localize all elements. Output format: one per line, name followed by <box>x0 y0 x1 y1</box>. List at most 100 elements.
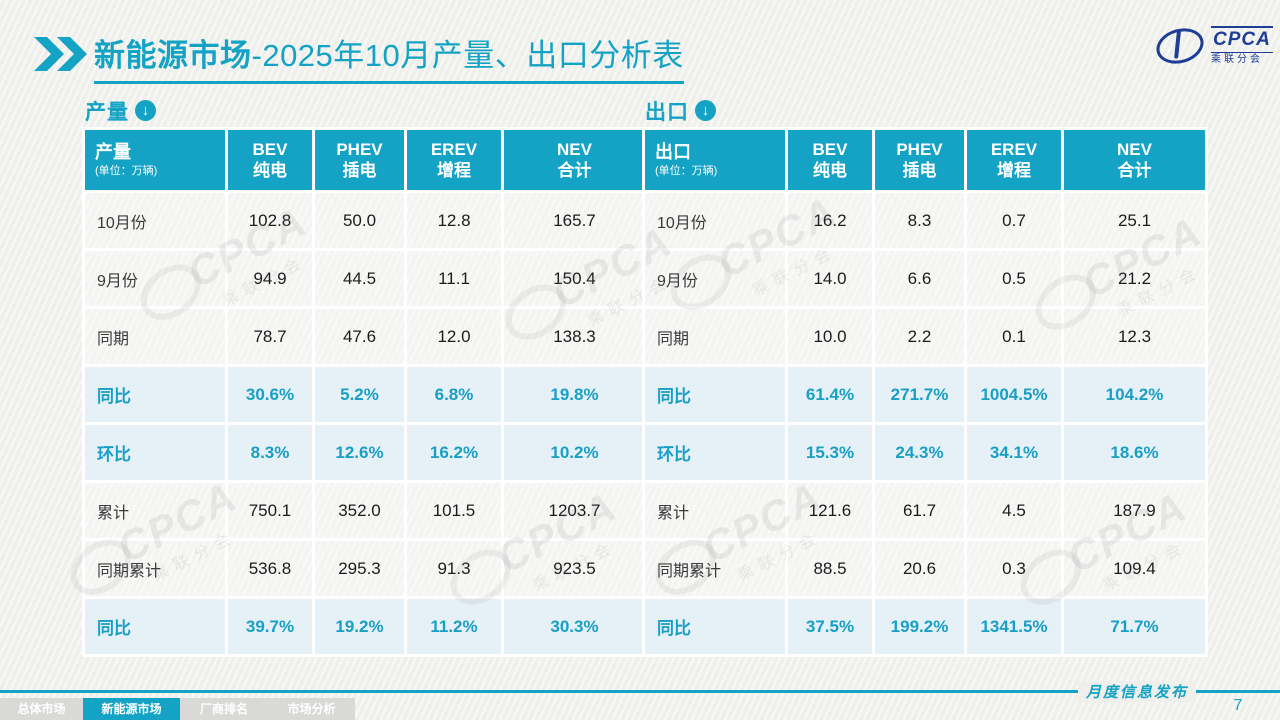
value-cell: 34.1% <box>967 425 1061 480</box>
value-cell: 10.2% <box>504 425 645 480</box>
value-cell: 12.8 <box>407 193 501 248</box>
value-cell: 0.7 <box>967 193 1061 248</box>
row-label-cell: 9月份 <box>85 251 225 306</box>
value-cell: 1004.5% <box>967 367 1061 422</box>
value-cell: 6.8% <box>407 367 501 422</box>
cpca-logo-acronym: CPCA <box>1211 26 1273 53</box>
double-chevron-icon <box>34 37 88 76</box>
value-cell: 10.0 <box>788 309 872 364</box>
value-cell: 4.5 <box>967 483 1061 538</box>
column-header-phev: PHEV 插电 <box>315 130 404 190</box>
value-cell: 88.5 <box>788 541 872 596</box>
row-label-cell: 9月份 <box>645 251 785 306</box>
row-label-cell: 10月份 <box>645 193 785 248</box>
value-cell: 71.7% <box>1064 599 1205 654</box>
value-cell: 25.1 <box>1064 193 1205 248</box>
value-cell: 12.6% <box>315 425 404 480</box>
value-cell: 91.3 <box>407 541 501 596</box>
row-label-cell: 同期累计 <box>85 541 225 596</box>
tab-overall-market[interactable]: 总体市场 <box>0 698 83 720</box>
value-cell: 101.5 <box>407 483 501 538</box>
row-label-cell: 环比 <box>85 425 225 480</box>
value-cell: 295.3 <box>315 541 404 596</box>
publication-label: 月度信息发布 <box>1078 681 1196 702</box>
column-header-nev: NEV 合计 <box>504 130 645 190</box>
header-row: 产量 (单位：万辆) BEV 纯电 PHEV 插电 EREV 增程 NEV 合计 <box>85 130 645 190</box>
value-cell: 2.2 <box>875 309 964 364</box>
table-row: 同比 30.6% 5.2% 6.8% 19.8% <box>85 367 645 422</box>
row-label-cell: 同期 <box>645 309 785 364</box>
footer-divider-line <box>0 690 1280 693</box>
value-cell: 20.6 <box>875 541 964 596</box>
page-number: 7 <box>1233 697 1243 714</box>
value-cell: 0.5 <box>967 251 1061 306</box>
table-row: 9月份 94.9 44.5 11.1 150.4 <box>85 251 645 306</box>
tab-nev-market[interactable]: 新能源市场 <box>83 698 180 720</box>
value-cell: 61.7 <box>875 483 964 538</box>
value-cell: 750.1 <box>228 483 312 538</box>
column-header-erev: EREV 增程 <box>407 130 501 190</box>
row-label-cell: 同期累计 <box>645 541 785 596</box>
cpca-logo-subtitle: 乘联分会 <box>1211 54 1263 65</box>
value-cell: 12.0 <box>407 309 501 364</box>
tab-market-analysis[interactable]: 市场分析 <box>268 698 355 720</box>
table-row: 环比 15.3% 24.3% 34.1% 18.6% <box>645 425 1205 480</box>
value-cell: 61.4% <box>788 367 872 422</box>
cpca-swoosh-icon <box>1152 22 1208 69</box>
production-section: 产量 ↓ 产量 (单位：万辆) BEV 纯电 PHEV 插电 EREV 增程 NEV 合计 10月份… <box>82 97 648 657</box>
value-cell: 6.6 <box>875 251 964 306</box>
value-cell: 50.0 <box>315 193 404 248</box>
row-label-cell: 同比 <box>645 367 785 422</box>
production-section-title: 产量 <box>85 100 129 124</box>
value-cell: 8.3% <box>228 425 312 480</box>
export-section: 出口 ↓ 出口 (单位：万辆) BEV 纯电 PHEV 插电 EREV 增程 NEV 合计 10月份… <box>642 97 1208 657</box>
row-label-cell: 累计 <box>645 483 785 538</box>
value-cell: 104.2% <box>1064 367 1205 422</box>
value-cell: 44.5 <box>315 251 404 306</box>
value-cell: 1341.5% <box>967 599 1061 654</box>
value-cell: 102.8 <box>228 193 312 248</box>
value-cell: 78.7 <box>228 309 312 364</box>
row-label-cell: 10月份 <box>85 193 225 248</box>
column-header-phev: PHEV 插电 <box>875 130 964 190</box>
value-cell: 138.3 <box>504 309 645 364</box>
column-header-bev: BEV 纯电 <box>228 130 312 190</box>
table-row: 环比 8.3% 12.6% 16.2% 10.2% <box>85 425 645 480</box>
column-header-nev: NEV 合计 <box>1064 130 1205 190</box>
table-row: 10月份 16.2 8.3 0.7 25.1 <box>645 193 1205 248</box>
row-label-cell: 同期 <box>85 309 225 364</box>
column-header-bev: BEV 纯电 <box>788 130 872 190</box>
value-cell: 121.6 <box>788 483 872 538</box>
value-cell: 109.4 <box>1064 541 1205 596</box>
export-section-title: 出口 <box>645 100 689 124</box>
page-title: 新能源市场-2025年10月产量、出口分析表 <box>94 30 684 84</box>
value-cell: 199.2% <box>875 599 964 654</box>
tab-manufacturer-rank[interactable]: 厂商排名 <box>180 698 268 720</box>
table-row: 同期 10.0 2.2 0.1 12.3 <box>645 309 1205 364</box>
table-row: 同期 78.7 47.6 12.0 138.3 <box>85 309 645 364</box>
footer-tabs: 总体市场 新能源市场 厂商排名 市场分析 <box>0 698 355 720</box>
row-label-cell: 累计 <box>85 483 225 538</box>
value-cell: 0.1 <box>967 309 1061 364</box>
value-cell: 0.3 <box>967 541 1061 596</box>
down-arrow-icon: ↓ <box>695 100 716 121</box>
cpca-logo: CPCA 乘联分会 <box>1152 22 1273 69</box>
table-row: 同比 39.7% 19.2% 11.2% 30.3% <box>85 599 645 654</box>
value-cell: 352.0 <box>315 483 404 538</box>
value-cell: 16.2% <box>407 425 501 480</box>
value-cell: 19.2% <box>315 599 404 654</box>
value-cell: 11.1 <box>407 251 501 306</box>
value-cell: 14.0 <box>788 251 872 306</box>
row-label-cell: 环比 <box>645 425 785 480</box>
value-cell: 18.6% <box>1064 425 1205 480</box>
value-cell: 5.2% <box>315 367 404 422</box>
table-row: 同比 37.5% 199.2% 1341.5% 71.7% <box>645 599 1205 654</box>
table-row: 9月份 14.0 6.6 0.5 21.2 <box>645 251 1205 306</box>
down-arrow-icon: ↓ <box>135 100 156 121</box>
value-cell: 39.7% <box>228 599 312 654</box>
value-cell: 150.4 <box>504 251 645 306</box>
column-header-erev: EREV 增程 <box>967 130 1061 190</box>
value-cell: 24.3% <box>875 425 964 480</box>
value-cell: 11.2% <box>407 599 501 654</box>
table-row: 累计 121.6 61.7 4.5 187.9 <box>645 483 1205 538</box>
